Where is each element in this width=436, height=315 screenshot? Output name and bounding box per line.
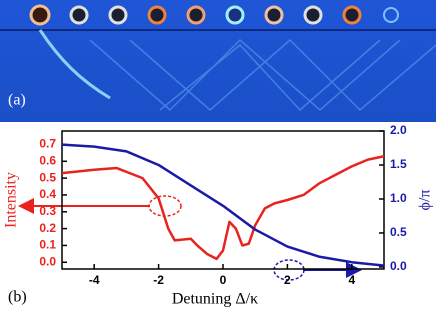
y2-tick-label: 1.5 — [390, 157, 407, 171]
panel-a-image: (a) — [0, 0, 436, 122]
y2-axis-label: ϕ/π — [417, 190, 434, 211]
y-tick-label: 0.0 — [39, 254, 56, 268]
x-tick-label: 2 — [284, 273, 291, 287]
x-tick-label: -4 — [89, 273, 100, 287]
y2-tick-label: 1.0 — [390, 191, 407, 205]
y-tick-label: 0.6 — [39, 153, 56, 167]
annotations — [18, 195, 362, 281]
y-tick-label: 0.1 — [39, 238, 56, 252]
y-tick-label: 0.7 — [39, 137, 56, 151]
x-axis-label: Detuning Δ/κ — [172, 291, 258, 308]
y2-tick-label: 0.0 — [390, 259, 407, 273]
y-tick-label: 0.4 — [39, 187, 56, 201]
panel-label: (b) — [8, 289, 27, 306]
rings — [29, 4, 399, 26]
data-line — [61, 155, 385, 261]
y2-tick-label: 0.5 — [390, 225, 407, 239]
y-tick-label: 0.5 — [39, 170, 56, 184]
y-tick-label: 0.3 — [39, 204, 56, 218]
x-tick-label: 4 — [348, 273, 355, 287]
y-tick-label: 0.2 — [39, 221, 56, 235]
y-axis-label: Intensity — [3, 172, 20, 228]
panel-label: (a) — [8, 92, 26, 109]
y2-tick-label: 2.0 — [390, 123, 407, 137]
x-tick-label: 0 — [220, 273, 227, 287]
x-tick-label: -2 — [153, 273, 164, 287]
data-line — [61, 143, 385, 267]
